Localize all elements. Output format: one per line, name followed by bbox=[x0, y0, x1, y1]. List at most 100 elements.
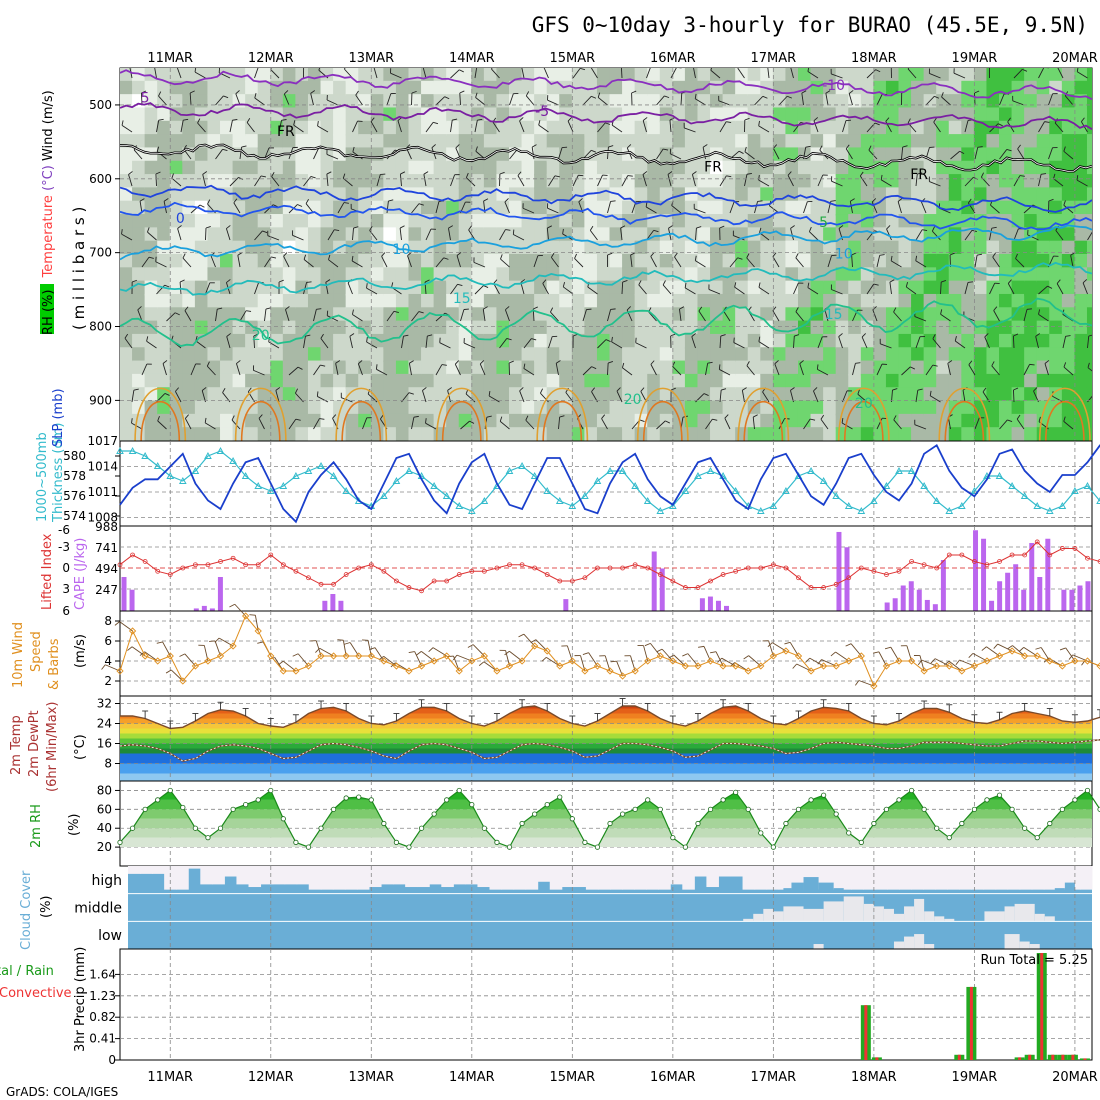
top-date-label: 16MAR bbox=[650, 51, 696, 66]
rh-cell bbox=[697, 200, 711, 216]
rh-marker bbox=[833, 811, 839, 817]
rh-cell bbox=[483, 360, 498, 376]
high-cloud-clear-cell bbox=[706, 866, 719, 888]
rh-cell bbox=[496, 134, 510, 149]
thickness-marker bbox=[254, 481, 263, 489]
rh-cell bbox=[132, 387, 146, 403]
wind-speed-marker bbox=[166, 652, 174, 660]
rh-cell bbox=[1074, 360, 1088, 376]
cloud-cell bbox=[753, 913, 764, 922]
rh-cell bbox=[797, 333, 812, 349]
wind-barb bbox=[964, 282, 969, 295]
wind-barb bbox=[140, 92, 143, 106]
rh-cell bbox=[1074, 373, 1088, 389]
wind-barb-flag bbox=[758, 175, 760, 181]
rh-cell bbox=[710, 280, 724, 296]
wind-barb-flag bbox=[326, 171, 332, 175]
rh-cell bbox=[1061, 347, 1076, 363]
surface-wind-barb-flag bbox=[229, 603, 235, 608]
rh-cell bbox=[295, 254, 309, 269]
wind-barb bbox=[1057, 68, 1064, 79]
rh-cell bbox=[395, 347, 410, 363]
chart-title: GFS 0~10day 3-hourly for BURAO (45.5E, 9… bbox=[532, 13, 1088, 37]
rh-cell bbox=[760, 254, 774, 269]
rh-cell bbox=[383, 413, 397, 429]
rh-cell bbox=[132, 347, 146, 363]
wind-barb bbox=[1007, 283, 1015, 295]
wind-barb bbox=[1095, 309, 1097, 321]
thickness-marker bbox=[380, 491, 388, 499]
rh-cell bbox=[835, 307, 850, 323]
wind-barb bbox=[799, 363, 804, 376]
rh-cell bbox=[245, 134, 259, 149]
wind-barb-flag bbox=[726, 175, 732, 178]
rh-cell bbox=[307, 254, 322, 269]
thickness-marker bbox=[656, 506, 665, 514]
high-cloud-clear-cell bbox=[152, 866, 165, 874]
surface-wind-barb-flag bbox=[917, 659, 923, 666]
rh-cell bbox=[383, 187, 397, 203]
wind-speed-marker bbox=[706, 657, 715, 665]
li-marker bbox=[645, 565, 651, 571]
rh-cell bbox=[659, 373, 674, 389]
wind-barb bbox=[845, 148, 853, 160]
rh-cell bbox=[710, 94, 724, 109]
rh-cell bbox=[609, 267, 623, 283]
top-date-label: 12MAR bbox=[248, 51, 294, 66]
rh-cell bbox=[320, 80, 334, 96]
thickness-marker bbox=[1020, 491, 1029, 499]
rh-cell bbox=[282, 68, 297, 83]
rh-cell bbox=[383, 254, 397, 269]
rh-cell bbox=[245, 240, 259, 256]
cloud-cell bbox=[924, 911, 935, 922]
rh-cell bbox=[710, 254, 724, 269]
rh-cell bbox=[936, 427, 950, 441]
wind-speed-marker bbox=[543, 647, 551, 655]
rh-cell bbox=[923, 160, 937, 176]
rh-cell bbox=[1061, 320, 1076, 336]
wind-barb bbox=[940, 281, 942, 295]
wind-barb bbox=[962, 390, 966, 403]
rh-cell bbox=[182, 174, 196, 189]
rh-cell bbox=[672, 387, 686, 403]
rh-cell bbox=[697, 107, 711, 123]
wind-barb bbox=[313, 147, 320, 160]
rh-cell bbox=[873, 94, 887, 109]
wind-barb-flag bbox=[650, 360, 655, 365]
rh-cell bbox=[973, 293, 988, 309]
rh-cell bbox=[898, 413, 912, 429]
rh-cell bbox=[898, 267, 912, 283]
rh-cell bbox=[735, 120, 749, 136]
rh-cell bbox=[421, 413, 435, 429]
rh-cell bbox=[923, 307, 937, 323]
wind-barb bbox=[525, 95, 535, 106]
high-cloud-clear-cell bbox=[320, 866, 334, 890]
rh-cell bbox=[860, 80, 875, 96]
wind-barb bbox=[408, 363, 412, 376]
rh-cell bbox=[194, 227, 209, 243]
wind-barb-flag bbox=[724, 414, 729, 419]
rh-marker bbox=[356, 794, 362, 800]
wind-barb bbox=[386, 310, 395, 322]
rh-cell bbox=[860, 214, 875, 229]
axis-tick-label: 8 bbox=[104, 757, 112, 771]
rh-cell bbox=[509, 187, 523, 203]
rh-cell bbox=[307, 174, 322, 189]
rh-cell bbox=[1049, 187, 1063, 203]
wind-speed-marker bbox=[958, 667, 966, 675]
wind-barb-flag bbox=[1065, 335, 1071, 337]
wind-barb-flag bbox=[427, 334, 433, 337]
thickness-marker bbox=[204, 451, 212, 459]
rh-cell bbox=[496, 387, 510, 403]
rh-cell bbox=[697, 347, 711, 363]
wind-barb bbox=[999, 419, 1008, 430]
wind-barb bbox=[787, 175, 794, 187]
rh-cell bbox=[747, 147, 762, 163]
rh-cell bbox=[1049, 174, 1063, 189]
wind-barb-flag bbox=[121, 229, 123, 235]
rh-cell bbox=[823, 360, 837, 376]
surface-wind-barb bbox=[772, 642, 787, 652]
rh-cell bbox=[333, 293, 347, 309]
rh-cell bbox=[1036, 373, 1051, 389]
